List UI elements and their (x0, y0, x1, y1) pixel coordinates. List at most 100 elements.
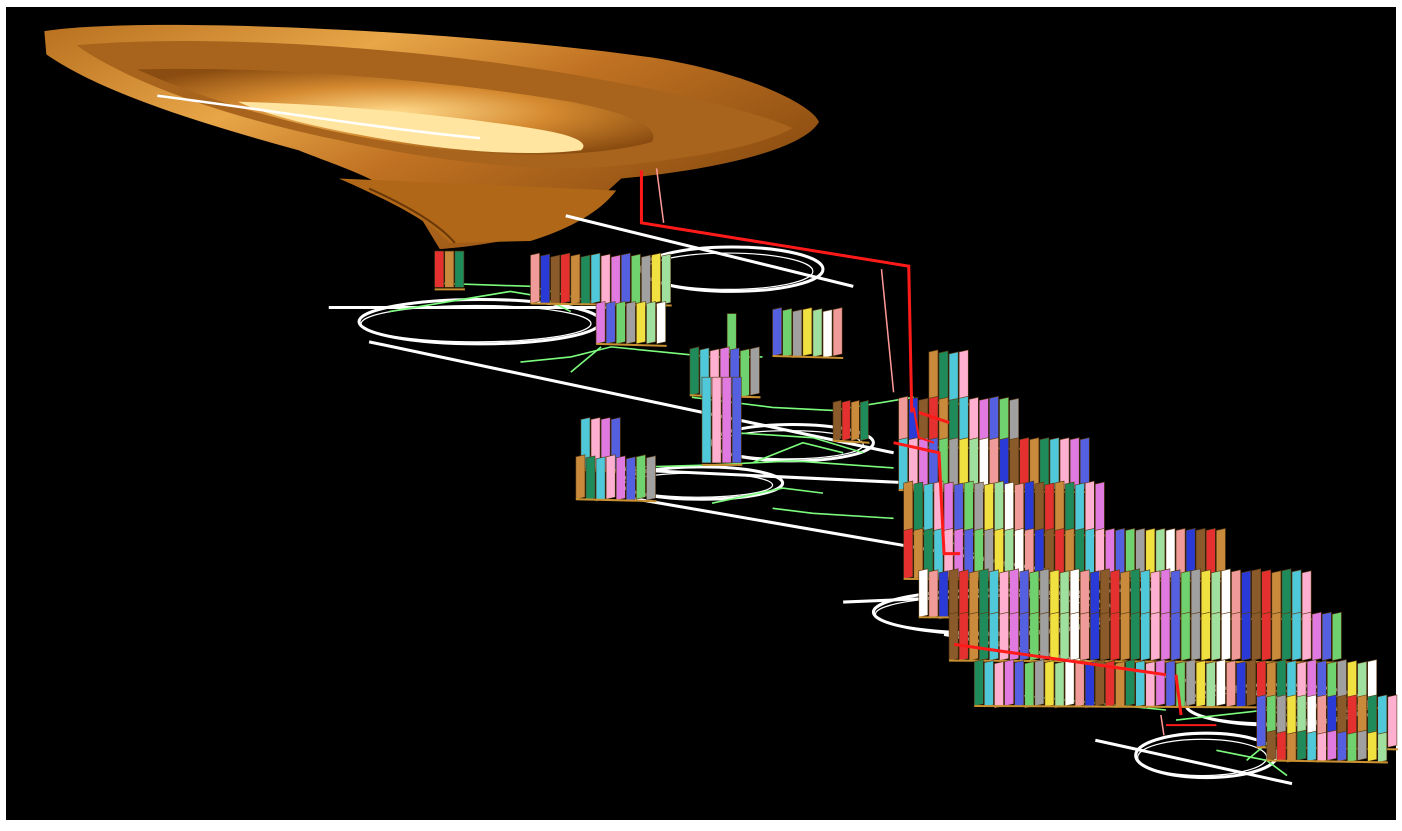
stope-block (711, 376, 722, 464)
stope-block (1281, 611, 1292, 661)
stope-row-base (833, 439, 870, 444)
stope-block (1074, 482, 1085, 536)
stope-block (1271, 611, 1282, 661)
open-pit (44, 24, 819, 250)
stope-block (636, 301, 646, 345)
stope-block (1241, 570, 1251, 620)
stope-block (1004, 481, 1014, 535)
stope-block (1301, 570, 1312, 620)
ramp-loop-inner (1137, 738, 1268, 777)
stope-block (1291, 611, 1302, 661)
stope-block (1069, 611, 1080, 661)
stope-block (1311, 611, 1322, 661)
stope-block (1226, 660, 1236, 708)
stope-block (1100, 611, 1110, 661)
stope-block (999, 570, 1009, 620)
stope-block (595, 456, 606, 502)
stope-block (1125, 659, 1135, 707)
stope-block (550, 254, 561, 306)
stope-block (994, 480, 1004, 534)
stope-block (1145, 661, 1156, 709)
stope-block (1100, 568, 1110, 618)
stope-block (948, 437, 959, 491)
stope-block (938, 570, 949, 620)
stope-block (1221, 568, 1231, 618)
stope-block (958, 611, 969, 661)
stope-block (1185, 659, 1196, 707)
stope-block (984, 482, 994, 536)
3d-viewport[interactable] (6, 7, 1398, 820)
stope-block (1387, 694, 1398, 748)
stope-block (1044, 482, 1055, 536)
stope-block (631, 253, 641, 305)
stope-block (570, 253, 581, 305)
stope-block (1216, 659, 1226, 707)
stope-block (605, 454, 616, 500)
stope-block (832, 307, 843, 357)
stope-block (560, 252, 571, 304)
stope-block (948, 568, 959, 618)
stope-block (1049, 569, 1060, 619)
stope-row-base (1266, 759, 1388, 764)
stope-block (1009, 437, 1019, 491)
stope-block (1089, 611, 1100, 661)
stope-block (580, 254, 591, 306)
stope-block (918, 437, 929, 491)
stope-block (903, 480, 914, 534)
stope-block (1089, 570, 1100, 620)
stope-block (1321, 611, 1332, 661)
stope-block (792, 309, 803, 359)
stope-block (928, 569, 939, 619)
stope-block (1271, 570, 1282, 620)
stope-block (984, 660, 994, 708)
stope-block (979, 437, 989, 491)
stope-block (646, 455, 656, 501)
stope-block (620, 252, 631, 304)
stope-block (1221, 611, 1231, 661)
stope-block (575, 454, 586, 500)
stope-block (1367, 730, 1378, 762)
stope-block (841, 399, 851, 442)
shaft (639, 168, 1217, 736)
stope-block (1251, 568, 1262, 618)
stope-block (1084, 661, 1095, 709)
stope-block (953, 482, 964, 536)
stope-block (600, 253, 611, 305)
stope-block (1200, 611, 1211, 661)
stope-block (903, 528, 914, 580)
stope-block (1095, 659, 1105, 707)
stope-block (1261, 611, 1272, 661)
stope-block (595, 301, 606, 345)
stope-block (802, 307, 813, 357)
stope-block (1059, 570, 1070, 620)
stope-block (968, 611, 979, 661)
stope-block (636, 454, 646, 500)
stope-block (1150, 611, 1161, 661)
stope-block (1291, 569, 1302, 619)
stope-block (1170, 611, 1181, 661)
stope-block (943, 481, 954, 535)
stope-block (615, 301, 626, 345)
stope-block (1140, 611, 1151, 661)
drift (772, 507, 894, 520)
stope-block (1160, 568, 1171, 618)
stope-block (615, 455, 626, 501)
stope-block (958, 349, 969, 403)
stope-block (721, 376, 732, 464)
stope-block (1236, 661, 1246, 709)
stope-block (656, 301, 666, 345)
stope-block (973, 659, 984, 707)
stope-block (739, 348, 750, 398)
stope-row-base (772, 354, 844, 359)
stope-block (1130, 611, 1141, 661)
ramp-segment (565, 214, 854, 288)
stope-block (1155, 659, 1166, 707)
stope-block (963, 480, 974, 534)
stope-block (661, 253, 671, 305)
stope-block (590, 252, 601, 304)
stope-block (1281, 568, 1292, 618)
stope-block (1231, 611, 1241, 661)
stope-block (1195, 660, 1206, 708)
stope-row-base (596, 342, 667, 347)
stope-block (979, 568, 989, 618)
